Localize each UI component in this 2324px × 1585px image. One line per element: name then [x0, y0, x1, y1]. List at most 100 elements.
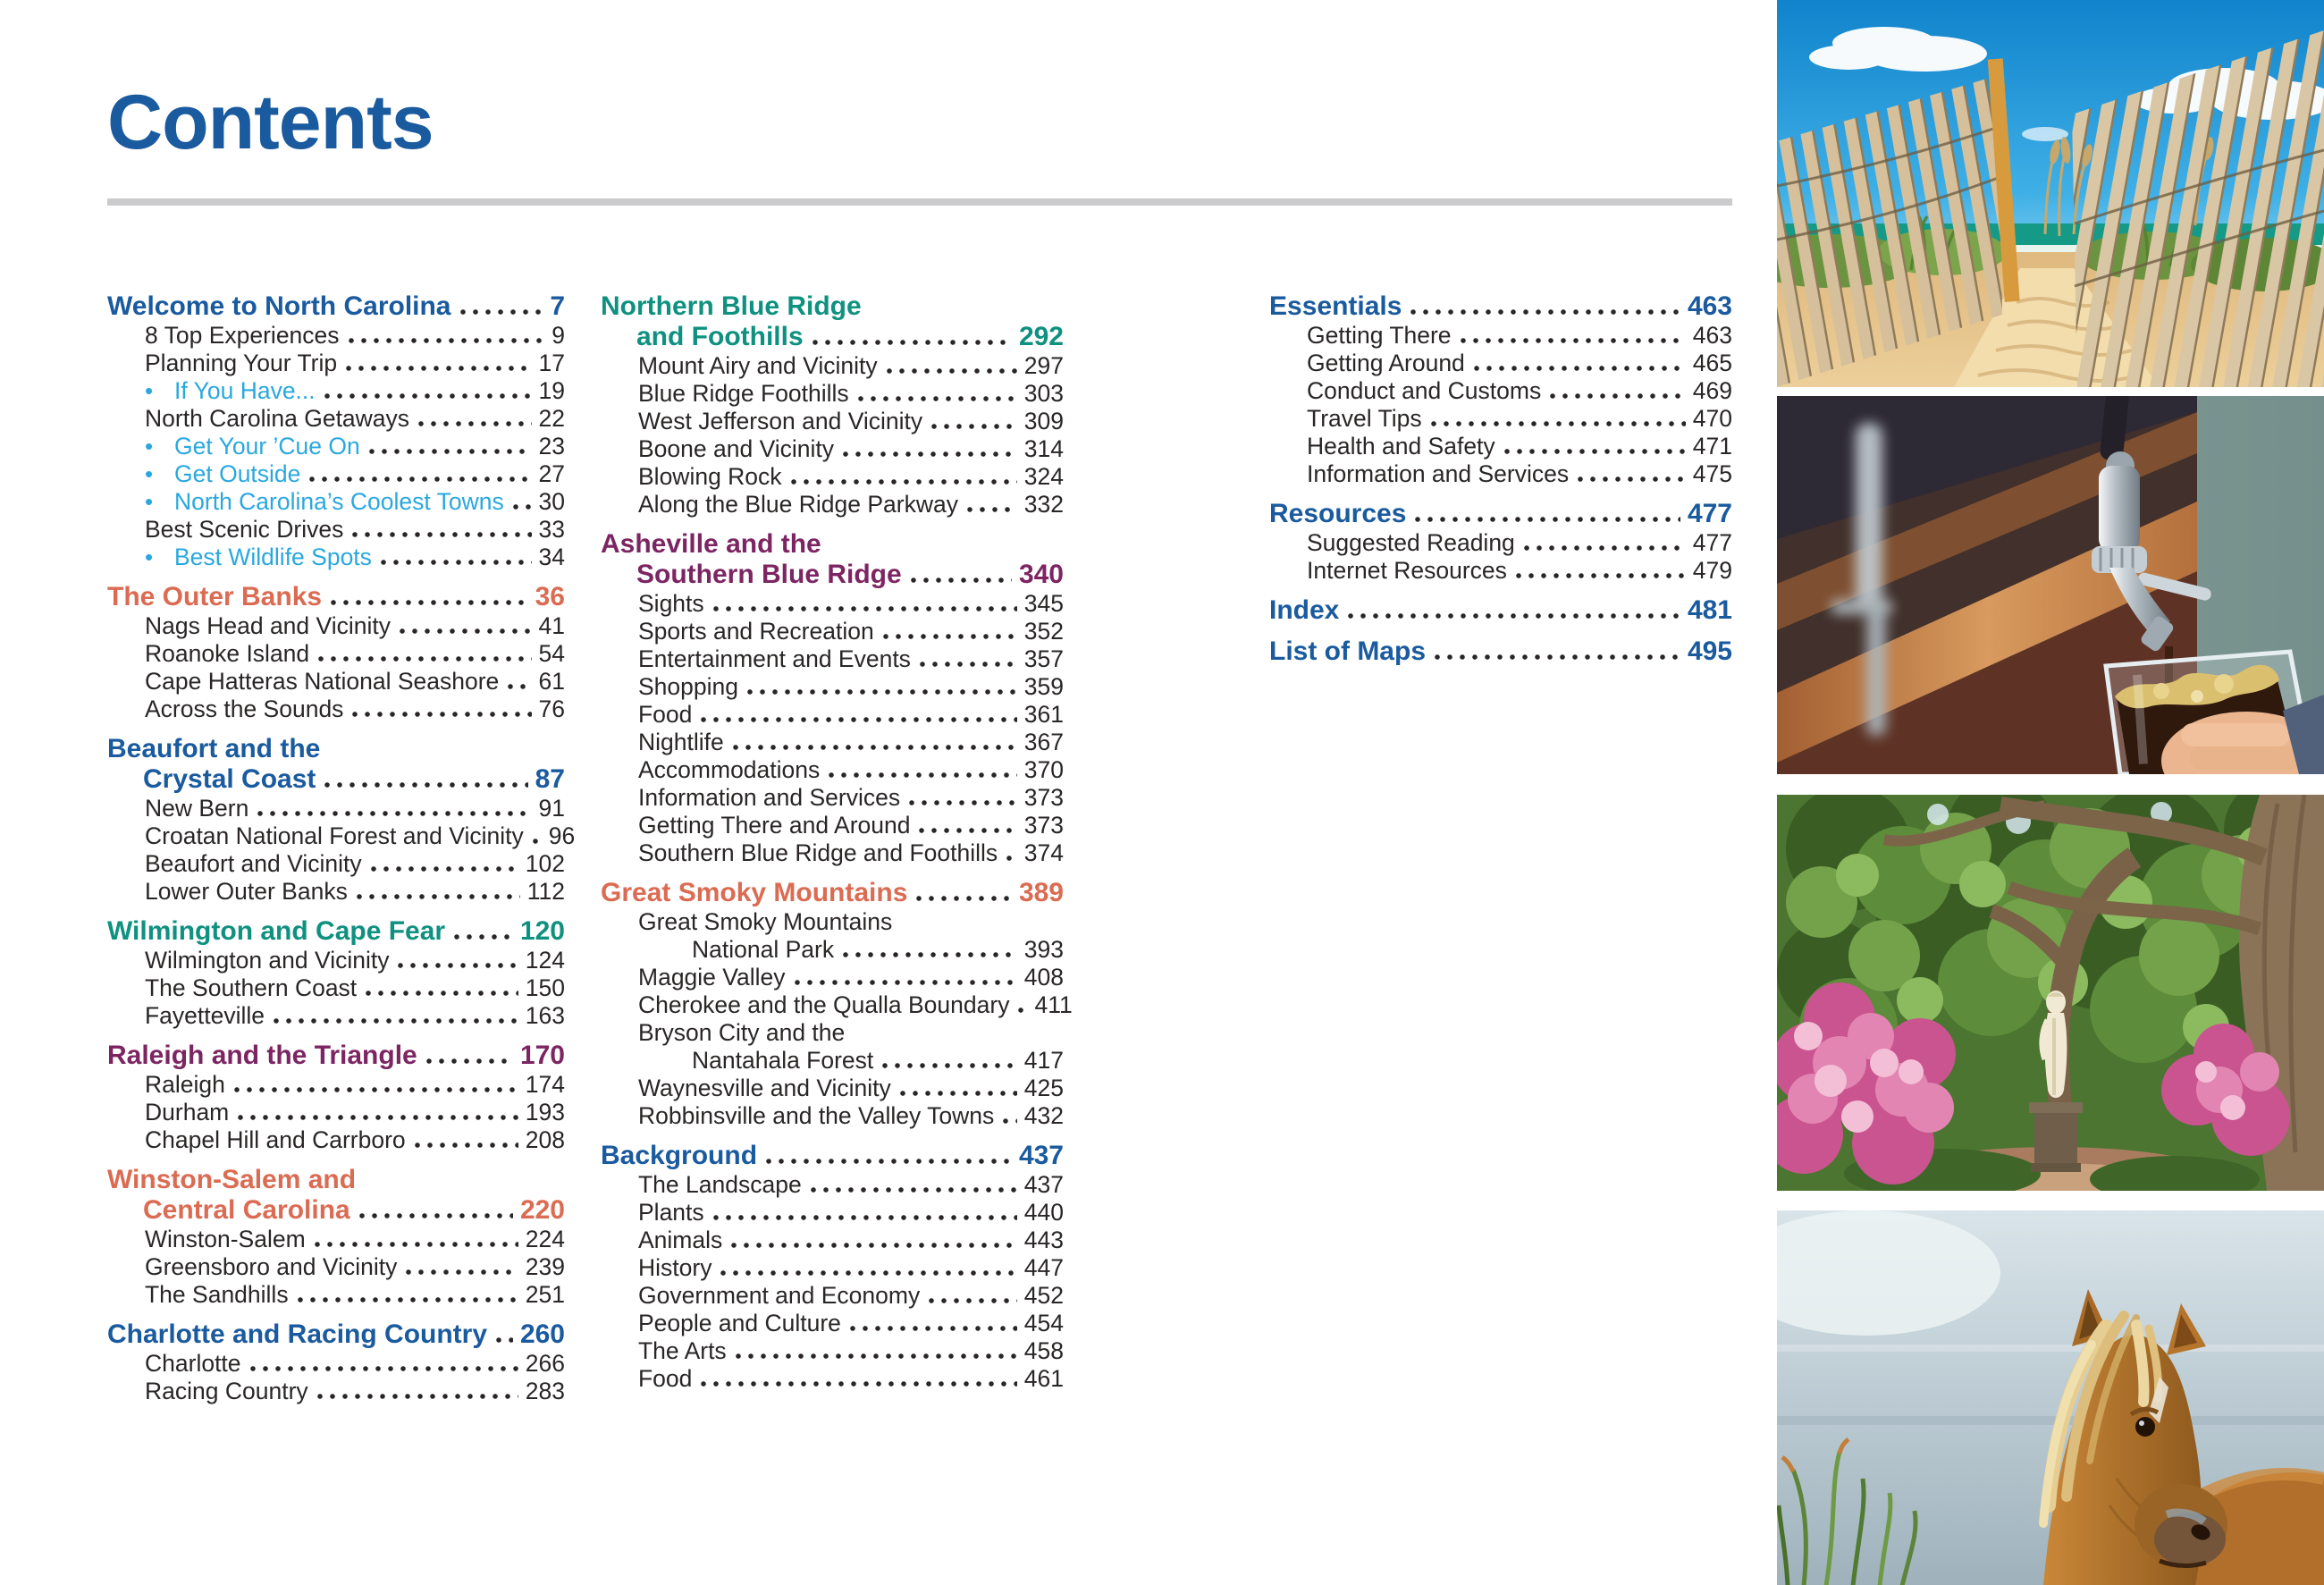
toc-entry: Planning Your Trip 17 [107, 350, 565, 377]
toc-entry-label: Best Scenic Drives [145, 516, 344, 543]
toc-entry-label: Travel Tips [1307, 405, 1422, 432]
toc-entry-label: Health and Safety [1307, 433, 1495, 459]
toc-entry: Food 461 [601, 1365, 1064, 1393]
section-page-number: 36 [535, 582, 565, 611]
section-page-number: 220 [519, 1195, 565, 1225]
toc-entry: Blue Ridge Foothills 303 [601, 380, 1064, 408]
toc-column-3: Essentials 463 Getting There 463 Getting Aro… [1269, 291, 1732, 678]
toc-entry: Lower Outer Banks 112 [107, 878, 565, 906]
toc-section: Charlotte and Racing Country 260 Charlotte… [107, 1319, 565, 1405]
section-title-row: Asheville and the [601, 529, 1064, 560]
section-page-number: 481 [1687, 595, 1732, 625]
dot-leader [346, 366, 532, 371]
toc-entry: Plants 440 [601, 1199, 1064, 1227]
section-page-number: 170 [519, 1041, 565, 1070]
dot-leader [720, 1270, 1017, 1276]
toc-entry-page-number: 374 [1023, 839, 1064, 866]
section-title-row: Winston-Salem and [107, 1165, 565, 1195]
section-page-number: 120 [519, 916, 565, 946]
beer-tap-illustration [1777, 396, 2324, 774]
toc-entry-page-number: 432 [1023, 1102, 1064, 1129]
toc-entry-page-number: 477 [1692, 529, 1732, 556]
toc-entry-label: Food [638, 1365, 693, 1392]
section-page-number: 292 [1018, 322, 1064, 351]
toc-entry-label: Beaufort and Vicinity [145, 850, 362, 877]
toc-entry-page-number: 332 [1023, 491, 1064, 518]
toc-entry-label: North Carolina Getaways [145, 405, 410, 432]
toc-entry-label: Blowing Rock [638, 463, 782, 490]
toc-entry-page-number: 102 [525, 850, 565, 877]
toc-entry-page-number: 463 [1692, 322, 1732, 349]
toc-entry-label: Bryson City and the [638, 1019, 846, 1046]
toc-entry-label: Charlotte [145, 1350, 241, 1377]
section-page-number: 260 [519, 1319, 565, 1349]
section-title: Raleigh and the Triangle [107, 1041, 417, 1070]
toc-entry-page-number: 454 [1023, 1310, 1064, 1336]
toc-entry-label: Nightlife [638, 729, 724, 755]
toc-entry-label: Chapel Hill and Carrboro [145, 1126, 406, 1153]
garden-statue-azaleas-photo [1777, 795, 2324, 1191]
section-title: Southern Blue Ridge [636, 560, 902, 589]
dot-leader [766, 1159, 1012, 1164]
toc-entry-page-number: 443 [1023, 1227, 1064, 1253]
toc-section: List of Maps 495 [1269, 637, 1732, 667]
section-title: Resources [1269, 499, 1407, 528]
section-title: Great Smoky Mountains [601, 878, 908, 907]
section-title: Winston-Salem and [107, 1165, 357, 1194]
dot-leader [399, 628, 532, 634]
dot-leader [919, 828, 1017, 833]
dot-leader [352, 532, 532, 537]
toc-entry-page-number: 479 [1692, 557, 1732, 584]
toc-entry: Greensboro and Vicinity 239 [107, 1253, 565, 1281]
dot-leader [1348, 613, 1680, 619]
toc-entry-page-number: 470 [1692, 405, 1732, 432]
toc-entry: Conduct and Customs 469 [1269, 377, 1732, 405]
toc-entry-page-number: 352 [1023, 618, 1064, 645]
toc-entry-label: The Southern Coast [145, 974, 358, 1001]
section-title-row: Essentials 463 [1269, 291, 1732, 322]
dot-leader [929, 1298, 1017, 1303]
toc-entry-label: The Sandhills [145, 1281, 289, 1308]
toc-entry-page-number: 314 [1023, 435, 1064, 462]
section-title: Beaufort and the [107, 734, 321, 763]
toc-section: Background 437 The Landscape 437 Plants 440 An… [601, 1141, 1064, 1393]
dot-leader [1503, 449, 1686, 454]
bullet-icon: • [145, 377, 154, 404]
toc-entry: • If You Have... 19 [107, 377, 565, 405]
section-title-row: Crystal Coast 87 [107, 764, 565, 795]
toc-entry-page-number: 17 [538, 350, 565, 376]
toc-entry-page-number: 458 [1023, 1337, 1064, 1364]
section-title: Northern Blue Ridge [601, 291, 862, 321]
toc-entry-page-number: 359 [1023, 673, 1064, 700]
toc-entry-label: Croatan National Forest and Vicinity [145, 822, 524, 849]
toc-entry: • Get Your ’Cue On 23 [107, 433, 565, 460]
bullet-icon: • [145, 433, 154, 459]
toc-entry-page-number: 437 [1023, 1171, 1064, 1198]
toc-entry-page-number: 174 [525, 1071, 565, 1098]
dot-leader [1473, 366, 1686, 371]
toc-entry: Accommodations 370 [601, 756, 1064, 784]
toc-entry: Animals 443 [601, 1227, 1064, 1254]
dot-leader [508, 684, 532, 689]
wild-pony-photo [1777, 1210, 2324, 1585]
dot-leader [418, 421, 532, 426]
toc-entry-page-number: 41 [538, 612, 565, 639]
toc-entry: Nightlife 367 [601, 729, 1064, 756]
section-title-row: and Foothills 292 [601, 322, 1064, 352]
dot-leader [314, 1242, 518, 1247]
section-title: Essentials [1269, 291, 1402, 321]
toc-entry: Getting Around 465 [1269, 350, 1732, 377]
toc-entry-label: New Bern [145, 795, 249, 822]
toc-entry: People and Culture 454 [601, 1310, 1064, 1337]
toc-entry-label: Government and Economy [638, 1282, 921, 1309]
section-title-row: Wilmington and Cape Fear 120 [107, 916, 565, 947]
toc-section: Raleigh and the Triangle 170 Raleigh 174 Dur… [107, 1041, 565, 1154]
toc-entry-label: Robbinsville and the Valley Towns [638, 1102, 995, 1129]
section-title-row: The Outer Banks 36 [107, 582, 565, 612]
toc-entry: Entertainment and Events 357 [601, 645, 1064, 673]
dot-leader [910, 578, 1012, 583]
toc-entry: Charlotte 266 [107, 1350, 565, 1378]
toc-entry-page-number: 193 [525, 1099, 565, 1126]
toc-entry-label: Winston-Salem [145, 1226, 306, 1252]
dot-leader [249, 1366, 518, 1371]
